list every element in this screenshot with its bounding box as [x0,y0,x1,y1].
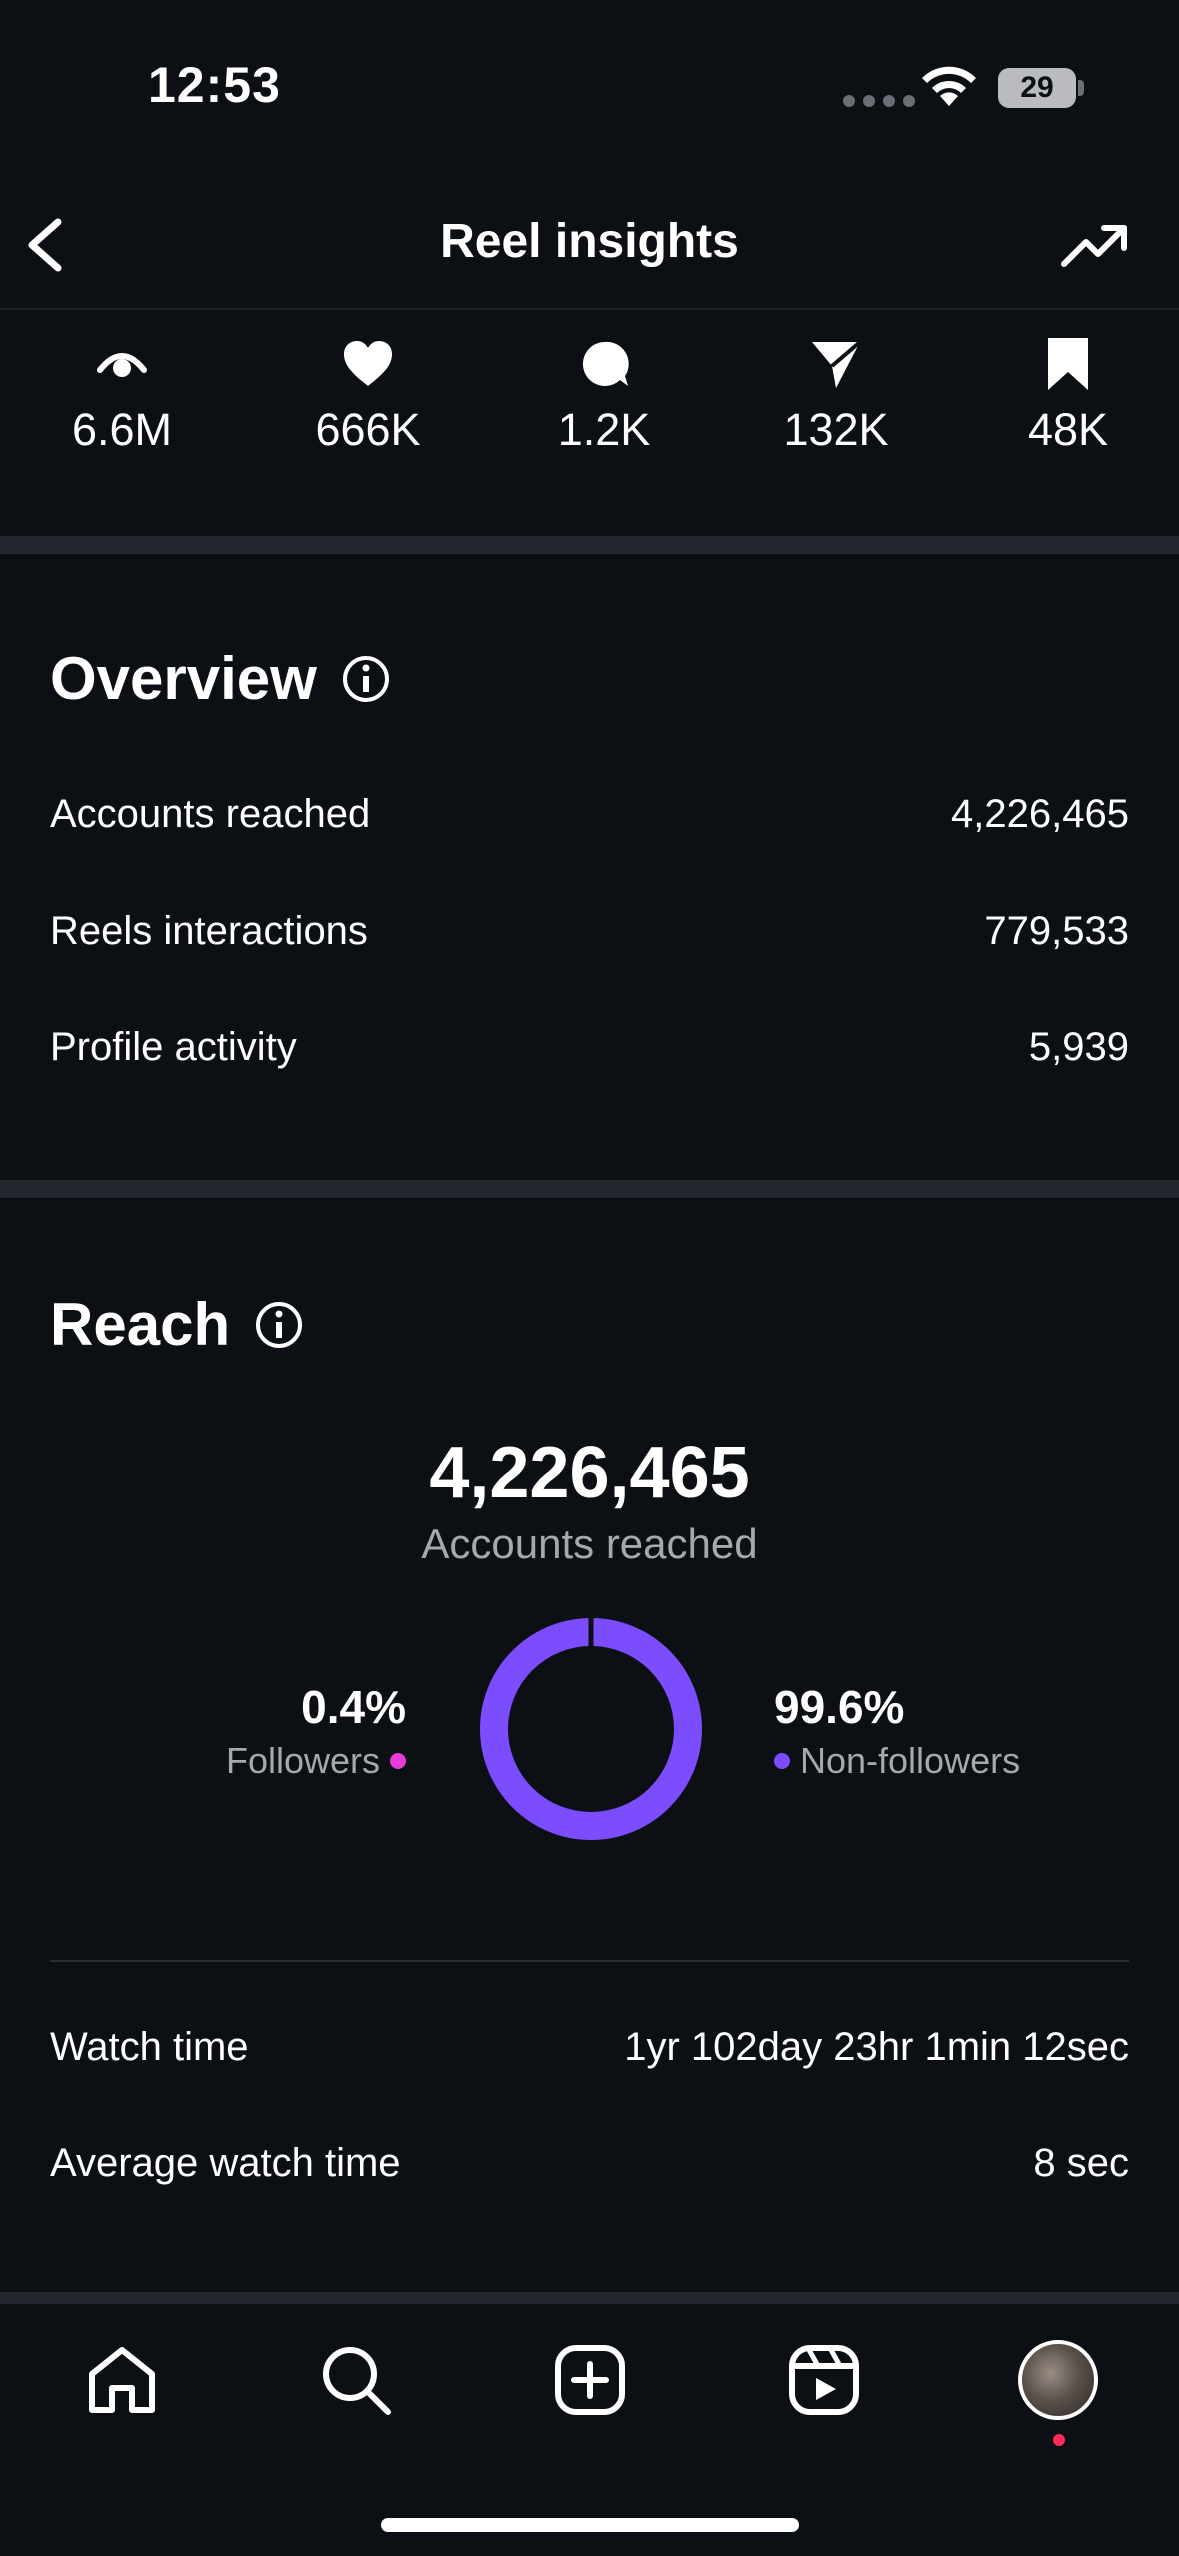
wifi-icon [922,66,976,106]
overview-row-label: Accounts reached [50,792,371,836]
trend-up-icon[interactable] [1060,220,1130,270]
share-icon [812,340,862,388]
stat-comments: 1.2K [484,336,724,456]
reels-icon[interactable] [786,2342,862,2418]
reach-heading: Reach [50,1290,304,1359]
stat-value: 6.6M [71,404,173,455]
home-indicator [381,2518,799,2532]
battery-tip [1078,80,1084,96]
home-icon[interactable] [84,2342,160,2418]
followers-dot [390,1753,406,1769]
back-arrow-icon[interactable] [18,210,78,280]
stat-views: 6.6M [2,336,242,456]
section-separator [0,536,1179,554]
stat-value: 132K [783,404,889,455]
non-followers-dot [774,1753,790,1769]
create-icon[interactable] [552,2342,628,2418]
stat-shares: 132K [716,336,956,456]
overview-title: Overview [50,645,317,712]
stat-value: 1.2K [557,404,651,455]
info-icon[interactable] [254,1300,304,1350]
avg-watch-time-label: Average watch time [50,2141,401,2185]
comment-icon [582,341,629,386]
overview-row-value: 5,939 [1028,1025,1129,1069]
stat-likes: 666K [248,336,488,456]
avg-watch-time-value: 8 sec [1033,2141,1129,2185]
stat-saves: 48K [948,336,1179,456]
followers-block: 0.4% Followers [226,1680,406,1782]
bookmark-icon [1048,338,1088,390]
reach-title: Reach [50,1291,231,1358]
non-followers-percent: 99.6% [774,1681,905,1733]
followers-percent: 0.4% [301,1681,406,1733]
battery-icon: 29 [998,68,1076,108]
search-icon[interactable] [318,2342,394,2418]
followers-label: Followers [225,1740,380,1781]
reach-donut-chart [480,1618,702,1840]
cellular-signal-icon [843,95,915,107]
non-followers-legend: Non-followers [774,1740,1020,1782]
header-divider [0,308,1179,310]
section-separator [0,2292,1179,2304]
info-icon[interactable] [341,654,391,704]
non-followers-block: 99.6% Non-followers [774,1680,1020,1782]
non-followers-arc [480,1618,702,1840]
notification-dot [1053,2434,1065,2446]
stat-value: 666K [315,404,421,455]
reach-divider [50,1960,1129,1962]
reach-total-label: Accounts reached [421,1520,758,1567]
overview-row-value: 4,226,465 [951,792,1129,836]
status-time: 12:53 [148,57,281,113]
overview-row-value: 779,533 [984,909,1129,953]
watch-time-value: 1yr 102day 23hr 1min 12sec [624,2025,1129,2069]
overview-row-label: Reels interactions [50,909,368,953]
non-followers-label: Non-followers [800,1740,1021,1781]
reach-total: 4,226,465 [429,1433,750,1513]
overview-heading: Overview [50,644,391,713]
eye-icon [97,353,147,377]
followers-legend: Followers [226,1740,406,1782]
watch-time-label: Watch time [50,2025,249,2069]
page-title: Reel insights [440,215,739,268]
profile-avatar[interactable] [1018,2340,1098,2420]
heart-icon [344,341,392,386]
stat-value: 48K [1027,404,1109,455]
overview-row-label: Profile activity [50,1025,297,1069]
section-separator [0,1180,1179,1198]
